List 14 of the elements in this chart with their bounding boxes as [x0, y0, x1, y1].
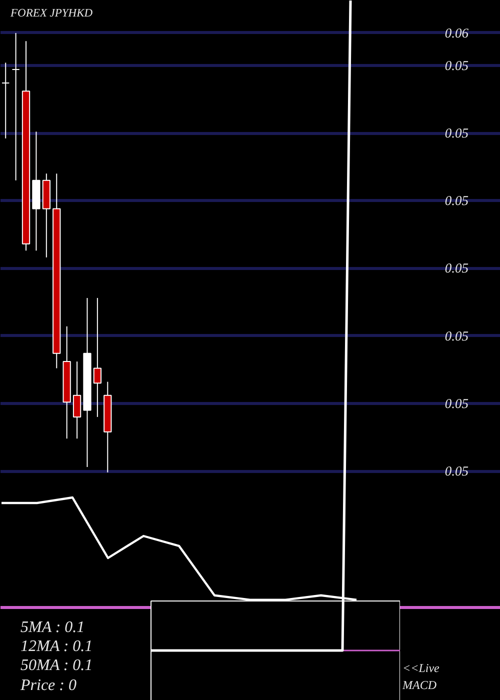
text: Price : 0: [20, 677, 76, 694]
y-tick-label: 0.05: [444, 126, 469, 141]
text: 50MA : 0.1: [20, 657, 93, 674]
y-tick-label: 0.05: [444, 396, 469, 411]
y-tick-label: 0.05: [444, 193, 469, 208]
text: 12MA : 0.1: [20, 638, 93, 655]
y-tick-label: 0.05: [444, 260, 469, 276]
y-tick-label: 0.05: [444, 464, 469, 479]
y-tick-label: 0.06: [444, 25, 469, 40]
text: <<Live MACD: [402, 661, 440, 692]
text: FOREX JPYHKD: [10, 8, 94, 20]
y-tick-label: 0.05: [444, 328, 469, 344]
y-tick-label: 0.05: [444, 58, 469, 73]
text: 5MA : 0.1: [20, 619, 85, 636]
